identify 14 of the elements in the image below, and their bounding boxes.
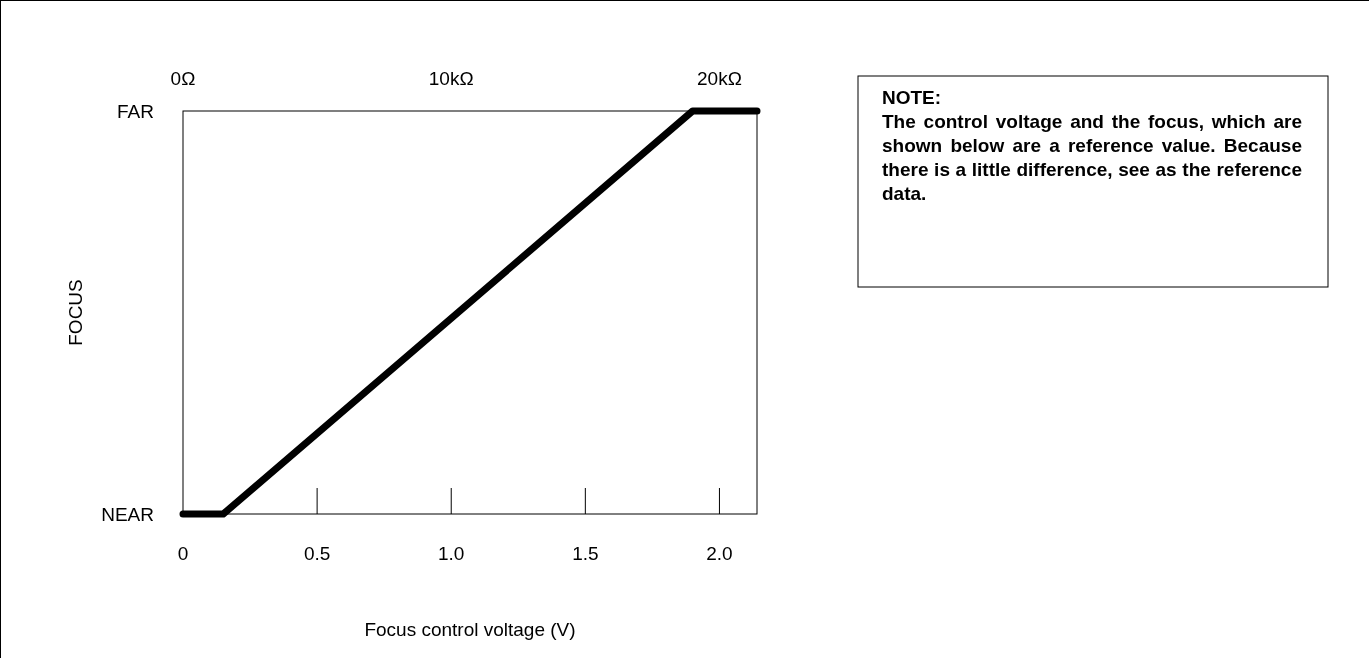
x2-tick-label: 0Ω: [170, 68, 196, 89]
x-tick-label: 0.5: [303, 543, 331, 564]
x-tick-label: 1.5: [572, 543, 599, 564]
x-axis-title: Focus control voltage (V): [364, 619, 576, 640]
x-tick-label: 0: [177, 543, 189, 564]
x-tick-label: 1.0: [438, 543, 465, 564]
text: NEAR: [101, 504, 154, 525]
x2-tick-label: 20kΩ: [697, 68, 742, 89]
text: The control voltage and the focus, which are shown below are a reference value. Because there is a little difference, see as the reference data.: [882, 110, 1302, 206]
text: NOTE:: [882, 86, 943, 110]
x2-tick-label: 10kΩ: [428, 68, 474, 89]
y-axis-title: FOCUS: [65, 279, 86, 346]
x-tick-label: 2.0: [706, 543, 733, 564]
text: FAR: [117, 101, 154, 122]
